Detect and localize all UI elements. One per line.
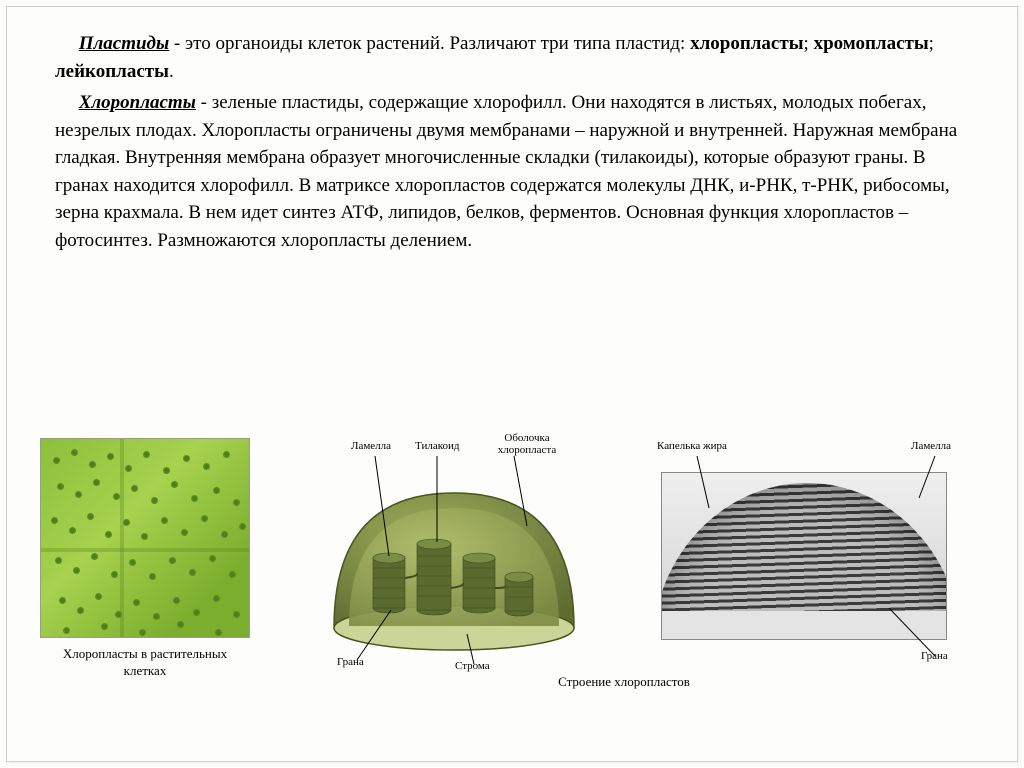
chloroplast-dot	[193, 609, 200, 616]
chloroplast-dot	[87, 513, 94, 520]
chloroplast-dot	[125, 465, 132, 472]
label-stroma: Строма	[455, 660, 490, 672]
p1-s2: ;	[929, 33, 934, 54]
chloroplast-dot	[181, 529, 188, 536]
chloroplast-dot	[107, 453, 114, 460]
chloroplast-em: Капелька жира Ламелла Грана	[639, 438, 969, 668]
chloroplast-dot	[151, 497, 158, 504]
chloroplast-dot	[57, 483, 64, 490]
label-thylakoid: Тилакоид	[415, 440, 459, 452]
chloroplast-dot	[233, 499, 240, 506]
chloroplast-dot	[203, 463, 210, 470]
chloroplast-dot	[77, 607, 84, 614]
chloroplast-dot	[113, 493, 120, 500]
chloroplast-dot	[153, 613, 160, 620]
label-grana2: Грана	[921, 650, 948, 662]
label-envelope: Оболочка хлоропласта	[487, 432, 567, 456]
chloroplast-dot	[73, 567, 80, 574]
p1-b3: лейкопласты	[55, 61, 169, 82]
chloroplast-dot	[239, 523, 246, 530]
em-leaders	[639, 438, 969, 668]
paragraph-chloroplasts: Хлоропласты - зеленые пластиды, содержащ…	[55, 89, 969, 254]
chloroplast-dot	[93, 479, 100, 486]
figures-row: Хлоропласты в растительных клетках	[40, 438, 984, 690]
chloroplast-dot	[63, 627, 70, 634]
chloroplast-dot	[221, 531, 228, 538]
chloroplast-dot	[163, 467, 170, 474]
chloroplast-dot	[223, 451, 230, 458]
center-row: Ламелла Тилакоид Оболочка хлоропласта Гр…	[279, 438, 969, 668]
microscopy-image	[40, 438, 250, 638]
chloroplast-dot	[169, 557, 176, 564]
chloroplast-dot	[213, 487, 220, 494]
figure-center-group: Ламелла Тилакоид Оболочка хлоропласта Гр…	[264, 438, 984, 690]
chloroplast-dot	[129, 559, 136, 566]
chloroplast-dot	[111, 571, 118, 578]
chloroplast-dot	[189, 569, 196, 576]
chloroplast-dot	[101, 623, 108, 630]
chloroplast-dot	[201, 515, 208, 522]
chloroplast-dot	[171, 481, 178, 488]
chloroplast-dot	[95, 593, 102, 600]
chloroplast-dot	[177, 621, 184, 628]
p1-s1: ;	[804, 33, 814, 54]
chloroplast-dot	[89, 461, 96, 468]
chloroplast-dot	[191, 495, 198, 502]
chloroplast-dot	[69, 527, 76, 534]
chloroplast-dot	[139, 629, 146, 636]
p1-a: - это органоиды клеток растений. Различа…	[169, 33, 690, 54]
term-chloroplasts: Хлоропласты	[79, 92, 196, 113]
chloroplast-dot	[55, 557, 62, 564]
chloroplast-dot	[71, 449, 78, 456]
diagram-svg	[279, 438, 629, 668]
chloroplast-dot	[183, 455, 190, 462]
figure-microscopy: Хлоропласты в растительных клетках	[40, 438, 250, 680]
chloroplast-dot	[141, 533, 148, 540]
p1-b2: хромопласты	[814, 33, 929, 54]
chloroplast-dot	[233, 611, 240, 618]
p1-end: .	[169, 61, 174, 82]
chloroplast-dot	[215, 629, 222, 636]
p2-body: - зеленые пластиды, содержащие хлорофилл…	[55, 92, 957, 251]
chloroplast-dot	[209, 555, 216, 562]
paragraph-plastids: Пластиды - это органоиды клеток растений…	[55, 30, 969, 85]
chloroplast-dot	[213, 595, 220, 602]
text-body: Пластиды - это органоиды клеток растений…	[55, 30, 969, 258]
term-plastids: Пластиды	[79, 33, 169, 54]
chloroplast-dot	[115, 611, 122, 618]
label-grana: Грана	[337, 656, 364, 668]
label-lamella2: Ламелла	[911, 440, 951, 452]
chloroplast-dot	[51, 517, 58, 524]
chloroplast-dot	[75, 491, 82, 498]
caption-microscopy: Хлоропласты в растительных клетках	[40, 646, 250, 680]
chloroplast-dot	[91, 553, 98, 560]
p1-b1: хлоропласты	[690, 33, 803, 54]
chloroplast-dot	[173, 597, 180, 604]
chloroplast-dot	[105, 531, 112, 538]
label-fat: Капелька жира	[657, 440, 727, 452]
chloroplast-dot	[229, 571, 236, 578]
chloroplast-dot	[123, 519, 130, 526]
chloroplast-dot	[161, 517, 168, 524]
chloroplast-diagram: Ламелла Тилакоид Оболочка хлоропласта Гр…	[279, 438, 629, 668]
chloroplast-dot	[53, 457, 60, 464]
caption-diagram: Строение хлоропластов	[558, 674, 690, 690]
chloroplast-dots	[41, 439, 249, 637]
chloroplast-dot	[59, 597, 66, 604]
chloroplast-dot	[143, 451, 150, 458]
chloroplast-dot	[149, 573, 156, 580]
chloroplast-dot	[131, 485, 138, 492]
label-lamella: Ламелла	[351, 440, 391, 452]
chloroplast-dot	[133, 599, 140, 606]
